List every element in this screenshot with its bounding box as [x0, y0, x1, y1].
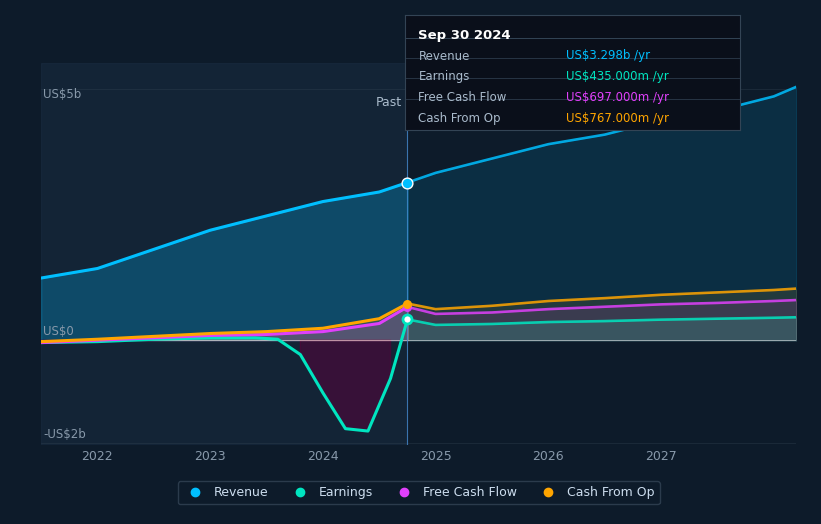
Text: US$5b: US$5b	[44, 88, 81, 101]
Legend: Revenue, Earnings, Free Cash Flow, Cash From Op: Revenue, Earnings, Free Cash Flow, Cash …	[178, 481, 659, 504]
Text: Past: Past	[376, 96, 401, 110]
Text: Cash From Op: Cash From Op	[419, 112, 501, 125]
Point	[401, 315, 414, 324]
Bar	[41, 63, 407, 445]
Text: Earnings: Earnings	[419, 70, 470, 83]
Text: Free Cash Flow: Free Cash Flow	[419, 91, 507, 104]
Text: Sep 30 2024: Sep 30 2024	[419, 29, 511, 42]
Text: US$697.000m /yr: US$697.000m /yr	[566, 91, 669, 104]
Text: US$767.000m /yr: US$767.000m /yr	[566, 112, 669, 125]
Point	[401, 178, 414, 187]
Text: Revenue: Revenue	[419, 49, 470, 62]
Point	[401, 303, 414, 311]
Point	[401, 299, 414, 308]
Text: US$0: US$0	[44, 325, 74, 338]
Text: US$435.000m /yr: US$435.000m /yr	[566, 70, 668, 83]
Text: -US$2b: -US$2b	[44, 428, 86, 441]
Text: US$3.298b /yr: US$3.298b /yr	[566, 49, 650, 62]
Text: Analysts Forecasts: Analysts Forecasts	[416, 96, 533, 110]
